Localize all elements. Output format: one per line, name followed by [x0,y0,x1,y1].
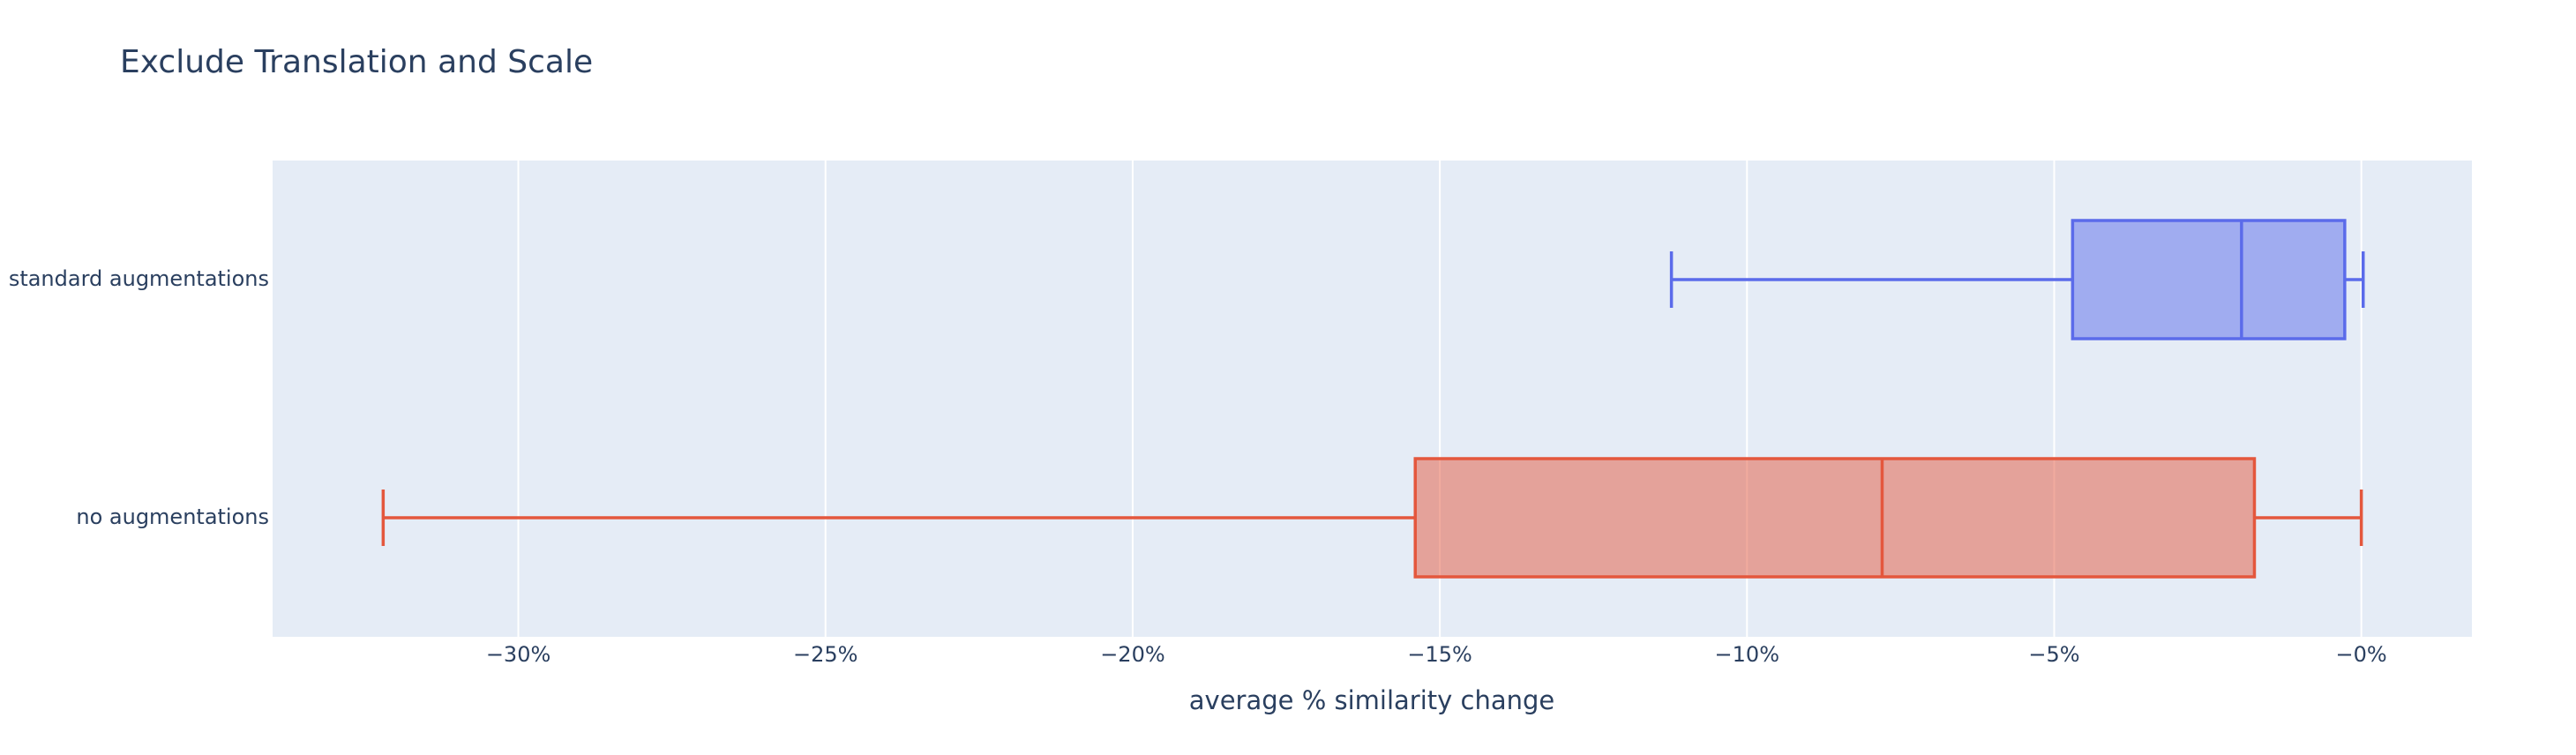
y-tick-label: standard augmentations [9,266,269,291]
x-tick-label: −10% [1715,642,1779,667]
box [1413,457,2257,579]
x-tick-label: −5% [2028,642,2079,667]
x-tick-label: −30% [486,642,550,667]
x-tick-label: −25% [793,642,857,667]
box [2071,219,2347,340]
chart-title: Exclude Translation and Scale [120,44,593,80]
x-tick-label: −15% [1407,642,1471,667]
x-tick-label: −20% [1100,642,1164,667]
x-axis-title: average % similarity change [1189,685,1554,715]
x-tick-label: −0% [2336,642,2387,667]
y-tick-label: no augmentations [76,505,269,529]
